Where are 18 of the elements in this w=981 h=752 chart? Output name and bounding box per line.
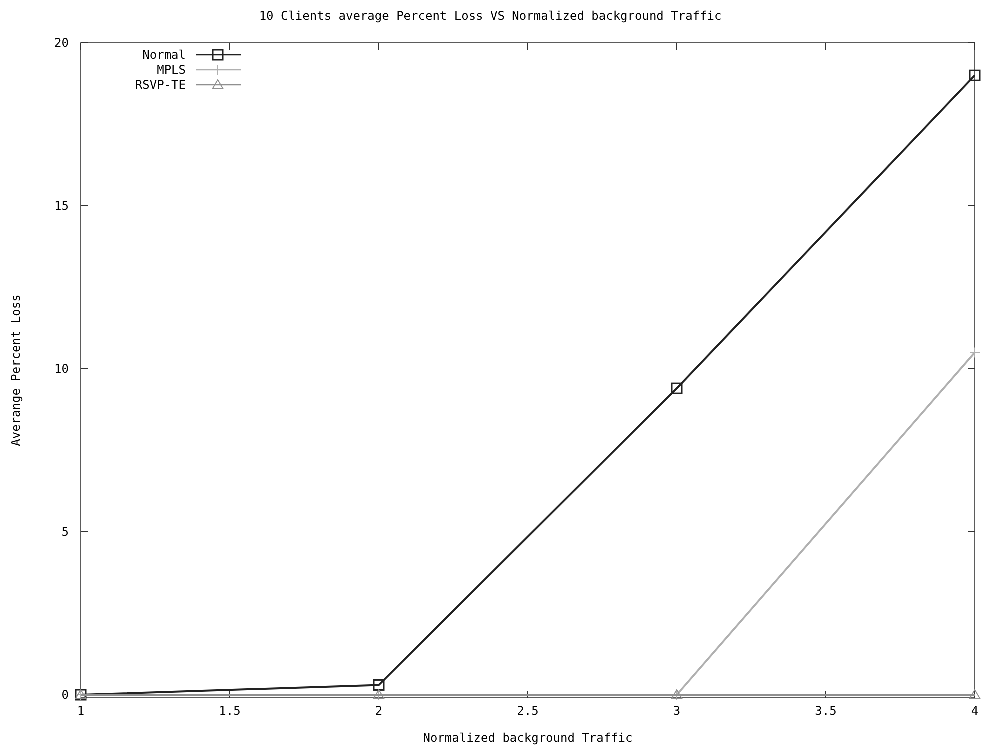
y-tick-label: 15 [54,199,69,213]
legend-label: Normal [142,48,186,62]
legend-label: RSVP-TE [135,78,186,92]
x-tick-label: 1 [77,704,85,718]
x-tick-label: 2 [375,704,383,718]
legend-label: MPLS [157,63,186,77]
y-tick-label: 5 [62,525,69,539]
x-tick-label: 4 [971,704,979,718]
x-tick-label: 1.5 [219,704,241,718]
y-axis-title: Averange Percent Loss [9,294,23,446]
chart-title: 10 Clients average Percent Loss VS Normalized background Traffic [259,9,722,23]
y-tick-label: 0 [62,688,69,702]
x-tick-label: 2.5 [517,704,539,718]
y-tick-label: 20 [54,36,69,50]
x-tick-label: 3.5 [815,704,837,718]
y-tick-label: 10 [54,362,69,376]
x-axis-title: Normalized background Traffic [423,731,633,745]
x-tick-label: 3 [673,704,681,718]
